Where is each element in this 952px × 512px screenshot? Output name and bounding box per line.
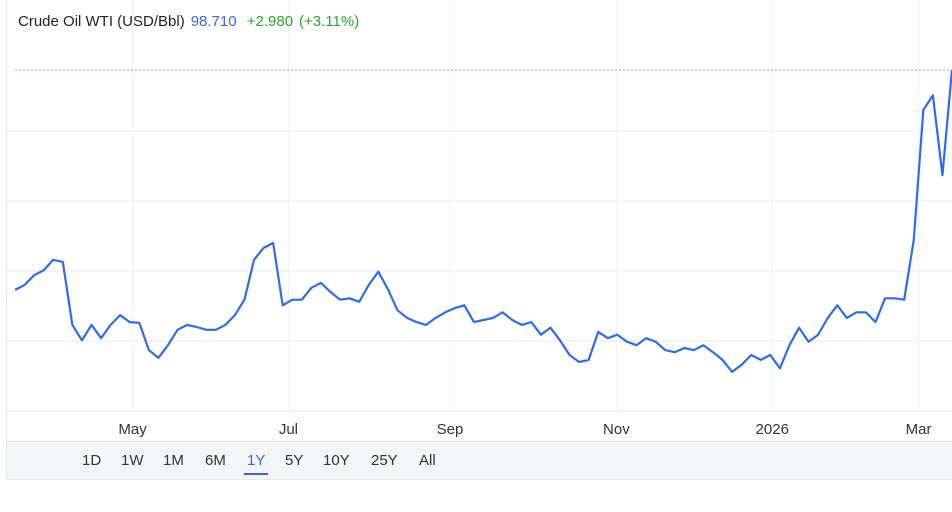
range-button[interactable]: 25Y: [371, 452, 398, 469]
x-tick-label: Nov: [603, 421, 630, 438]
range-bar: 1D 1W 1M 6M 1Y 5Y 10Y 25Y All: [6, 441, 952, 480]
range-button[interactable]: 6M: [205, 452, 226, 469]
chart: May Jul Sep Nov 2026 Mar: [6, 0, 952, 441]
price: 98.710: [190, 13, 237, 30]
price-line-series: [14, 69, 952, 373]
chart-title: Crude Oil WTI (USD/Bbl): [18, 13, 185, 30]
range-button[interactable]: 5Y: [285, 452, 304, 469]
x-tick-label: Mar: [906, 421, 932, 438]
range-button[interactable]: 1M: [163, 452, 184, 469]
x-tick-label: May: [118, 421, 147, 438]
change: +2.980: [246, 13, 294, 30]
range-button[interactable]: 1W: [121, 452, 144, 469]
range-button[interactable]: 1D: [82, 452, 102, 469]
range-button[interactable]: All: [419, 452, 436, 469]
header: Crude Oil WTI (USD/Bbl) 98.710 +2.980 (+3.…: [18, 13, 365, 30]
x-tick-label: 2026: [756, 421, 789, 438]
range-button[interactable]: 10Y: [323, 452, 350, 469]
change-percent: (+3.11%): [299, 13, 360, 30]
range-button[interactable]: 1Y: [244, 450, 269, 475]
x-tick-label: Sep: [437, 421, 464, 438]
x-tick-label: Jul: [279, 421, 298, 438]
